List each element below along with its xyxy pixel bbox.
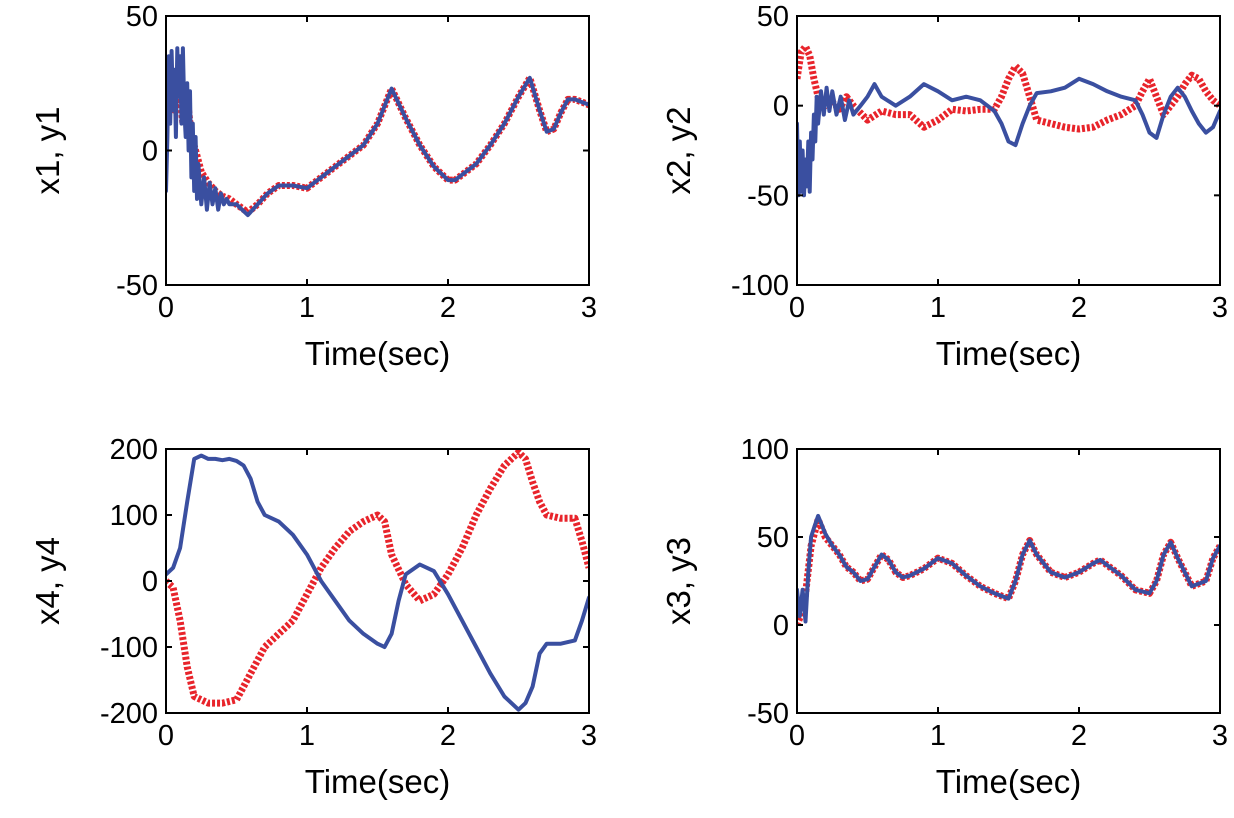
x-tick-label: 0 [158,292,174,324]
series-y1-line [166,46,589,218]
y-tick-label: 0 [773,91,789,123]
x-tick-label: 0 [789,292,805,324]
x-axis-label: Time(sec) [305,763,450,800]
series-x3-line [797,515,1220,627]
x-tick-label: 3 [1212,292,1228,324]
x-tick-label: 0 [158,720,174,752]
y-tick-label: -100 [731,270,789,302]
y-tick-label: 200 [110,434,158,466]
x-tick-label: 1 [930,720,946,752]
axes-frame [796,15,1221,286]
y-tick-label: -50 [747,698,789,730]
x-tick-label: 1 [930,292,946,324]
subplot-3: 0 1 2 3 -200 -100 0 100 200 Time(sec) x4, y4 [29,434,597,800]
y-tick-label: 0 [142,566,158,598]
series-x4-line [166,449,589,707]
x-tick-label: 1 [299,292,315,324]
x-tick-label: 1 [299,720,315,752]
x-tick-label: 2 [1071,720,1087,752]
x-tick-label: 2 [440,292,456,324]
axes-frame [165,448,590,714]
y-tick-label: -50 [747,180,789,212]
x-tick-label: 2 [1071,292,1087,324]
y-tick-label: -50 [116,270,158,302]
axes-frame [165,15,590,286]
x-tick-label: 2 [440,720,456,752]
x-tick-label: 3 [1212,720,1228,752]
x-axis-label: Time(sec) [936,335,1081,372]
x-tick-label: 0 [789,720,805,752]
x-tick-label: 3 [581,292,597,324]
series-y2-line [797,76,1220,198]
axes-frame [796,448,1221,714]
series-y3-line [797,513,1220,624]
y-tick-label: 100 [110,500,158,532]
y-tick-label: -100 [100,632,158,664]
y-tick-label: 50 [757,522,789,554]
y-tick-label: 100 [741,434,789,466]
y-tick-label: 50 [126,1,158,33]
y-axis-label: x1, y1 [29,106,66,194]
series-x2-line [797,43,1220,133]
y-tick-label: -200 [100,698,158,730]
x-tick-label: 3 [581,720,597,752]
y-axis-label: x4, y4 [29,537,66,625]
y-axis-label: x2, y2 [660,106,697,194]
y-tick-label: 50 [757,1,789,33]
x-axis-label: Time(sec) [936,763,1081,800]
series-x1-line [166,74,589,216]
y-axis-label: x3, y3 [660,537,697,625]
series-y4-line [166,453,589,712]
y-tick-label: 0 [773,610,789,642]
subplot-2: 0 1 2 3 -100 -50 0 50 Time(sec) x2, y2 [660,1,1228,372]
x-axis-label: Time(sec) [305,335,450,372]
y-tick-label: 0 [142,136,158,168]
